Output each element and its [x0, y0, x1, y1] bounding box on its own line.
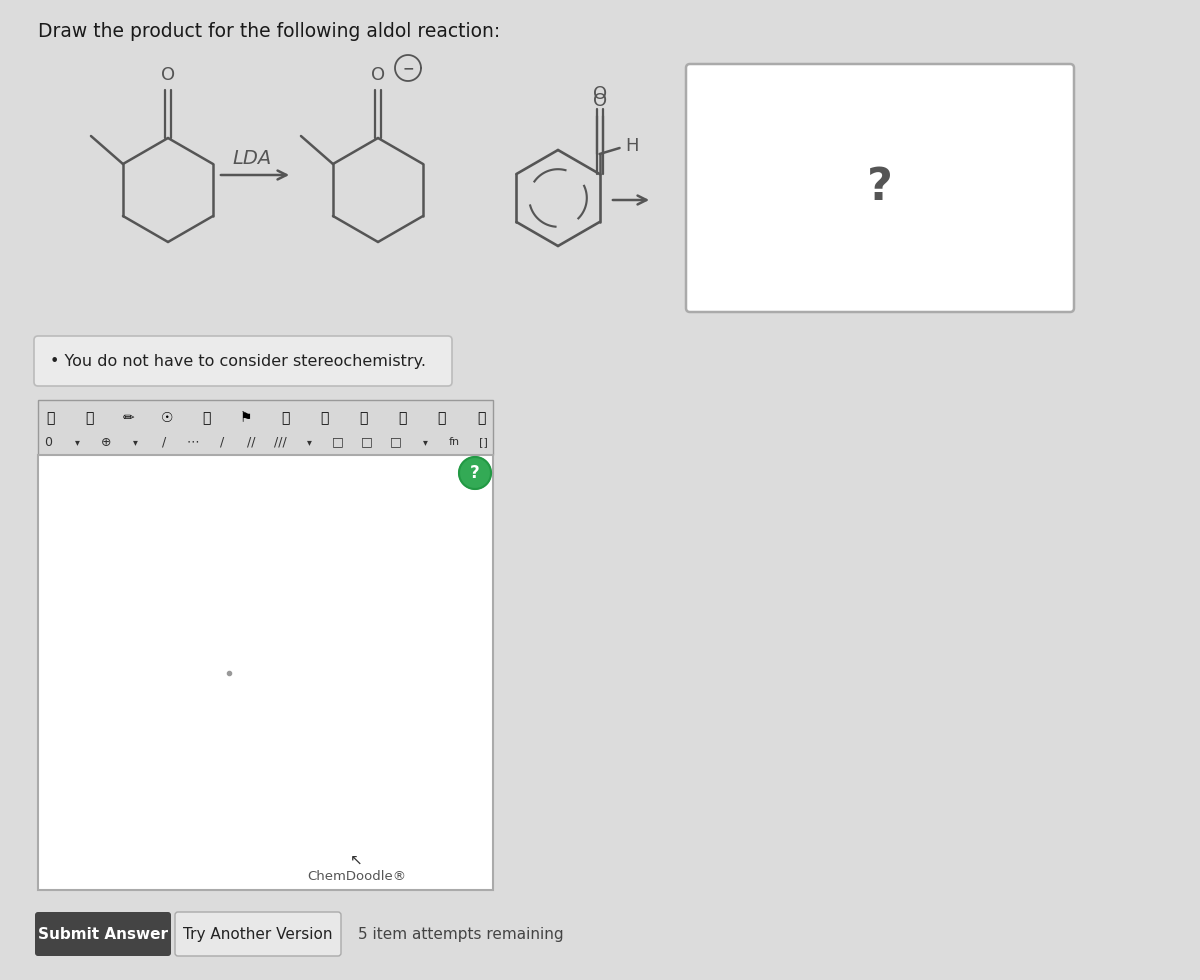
Text: ⚑: ⚑ — [240, 411, 252, 425]
Text: ▾: ▾ — [422, 437, 427, 447]
Text: 🔍: 🔍 — [398, 411, 407, 425]
Text: H: H — [625, 137, 640, 155]
Text: □: □ — [361, 435, 373, 449]
Text: ⋯: ⋯ — [187, 435, 199, 449]
Text: • You do not have to consider stereochemistry.: • You do not have to consider stereochem… — [50, 354, 426, 368]
FancyBboxPatch shape — [34, 336, 452, 386]
Text: 📋: 📋 — [85, 411, 94, 425]
Text: ChemDoodle®: ChemDoodle® — [307, 869, 406, 883]
Text: □: □ — [332, 435, 344, 449]
Text: ⊕: ⊕ — [101, 435, 112, 449]
Text: ▾: ▾ — [306, 437, 312, 447]
Bar — [38, 455, 493, 890]
Text: 📎: 📎 — [359, 411, 367, 425]
Text: ✏: ✏ — [122, 411, 134, 425]
Text: −: − — [402, 61, 414, 75]
FancyBboxPatch shape — [35, 912, 172, 956]
Text: ☉: ☉ — [161, 411, 174, 425]
Text: O: O — [371, 66, 385, 84]
Text: ///: /// — [274, 435, 287, 449]
Text: 🔎: 🔎 — [438, 411, 446, 425]
Text: ▾: ▾ — [74, 437, 79, 447]
Text: Draw the product for the following aldol reaction:: Draw the product for the following aldol… — [38, 22, 500, 41]
Text: O: O — [161, 66, 175, 84]
Text: 🖐: 🖐 — [46, 411, 54, 425]
Text: fn: fn — [449, 437, 460, 447]
Text: 💥: 💥 — [203, 411, 211, 425]
Polygon shape — [460, 457, 491, 489]
Text: ?: ? — [868, 167, 893, 210]
Text: /: / — [220, 435, 224, 449]
Text: //: // — [247, 435, 256, 449]
Bar — [38, 400, 493, 455]
FancyBboxPatch shape — [686, 64, 1074, 312]
Text: 0: 0 — [44, 435, 52, 449]
Text: O: O — [593, 85, 607, 103]
Text: O: O — [593, 92, 607, 110]
Text: Submit Answer: Submit Answer — [38, 926, 168, 942]
Text: 5 item attempts remaining: 5 item attempts remaining — [358, 926, 564, 942]
Text: []: [] — [479, 437, 487, 447]
Text: 🐾: 🐾 — [281, 411, 289, 425]
Text: LDA: LDA — [233, 149, 271, 168]
Text: /: / — [162, 435, 166, 449]
FancyBboxPatch shape — [175, 912, 341, 956]
Text: ▾: ▾ — [132, 437, 138, 447]
Text: 🦅: 🦅 — [320, 411, 329, 425]
Text: ↖: ↖ — [350, 853, 362, 867]
Text: 📐: 📐 — [476, 411, 485, 425]
Text: □: □ — [390, 435, 402, 449]
Text: Try Another Version: Try Another Version — [184, 926, 332, 942]
Text: ?: ? — [470, 464, 480, 482]
